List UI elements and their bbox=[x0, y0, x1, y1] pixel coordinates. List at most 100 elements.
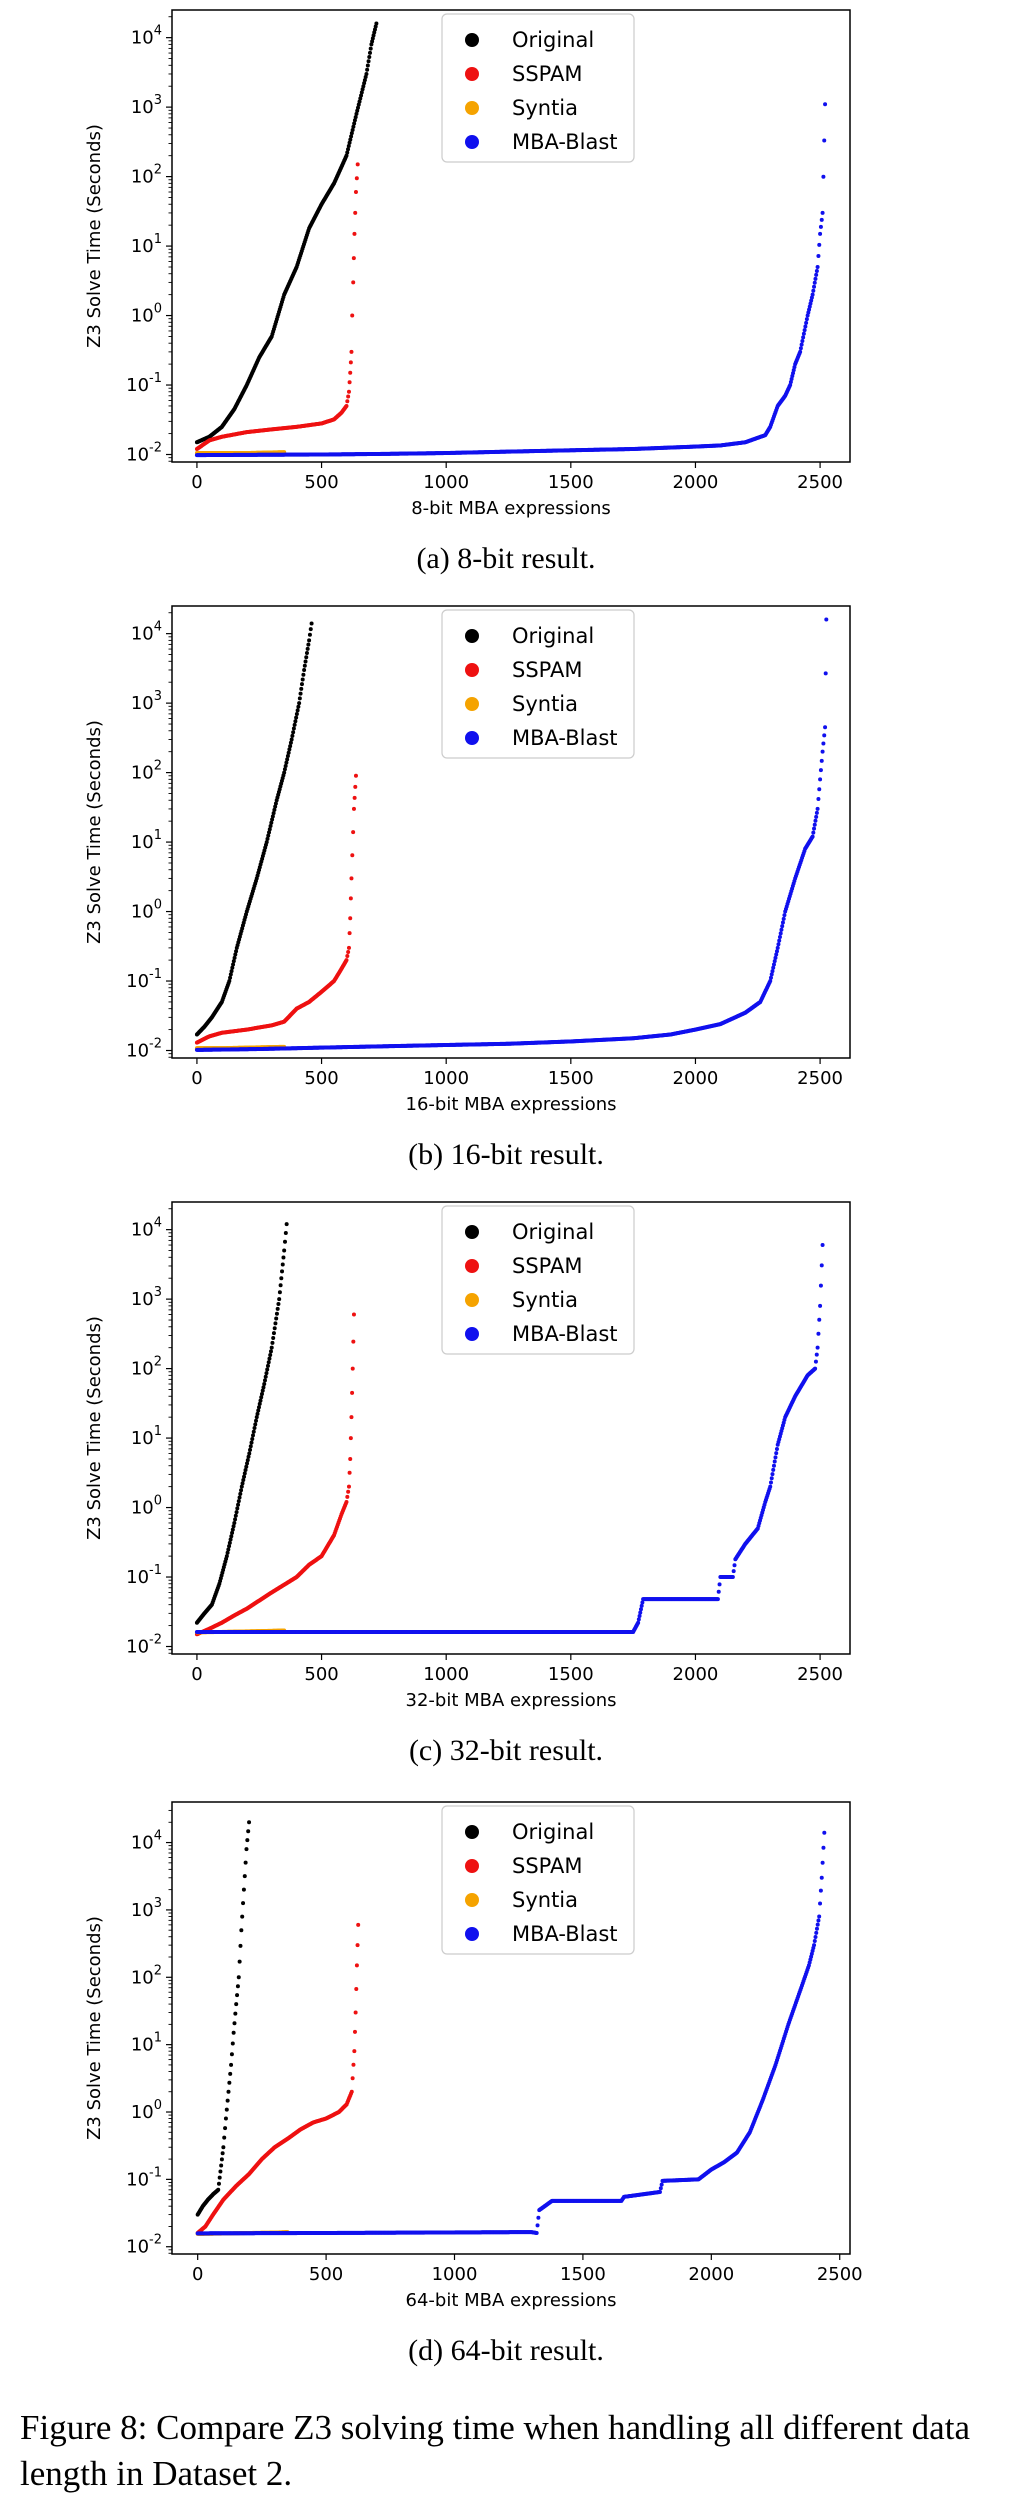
data-point bbox=[348, 916, 353, 921]
data-point bbox=[247, 1451, 252, 1456]
data-point bbox=[267, 830, 272, 835]
legend-label-mba-blast: MBA-Blast bbox=[512, 1322, 618, 1346]
data-point bbox=[798, 346, 803, 351]
data-point bbox=[244, 1464, 249, 1469]
data-point bbox=[346, 1484, 351, 1489]
data-point bbox=[777, 934, 782, 939]
legend-marker-sspam bbox=[465, 67, 479, 81]
data-point bbox=[262, 1382, 267, 1387]
data-point bbox=[346, 394, 351, 399]
data-point bbox=[345, 150, 350, 155]
data-point bbox=[297, 696, 302, 701]
data-point bbox=[771, 1463, 776, 1468]
data-point bbox=[349, 1415, 354, 1420]
data-point bbox=[355, 108, 360, 113]
data-point bbox=[283, 1239, 287, 1244]
data-point bbox=[236, 1975, 241, 1980]
data-point bbox=[228, 975, 233, 980]
data-point bbox=[226, 2089, 231, 2094]
series-original bbox=[194, 621, 314, 1037]
y-tick-label: 102 bbox=[131, 1963, 162, 1988]
data-point bbox=[355, 162, 360, 167]
data-point bbox=[267, 1356, 272, 1361]
data-point bbox=[812, 284, 817, 289]
legend-box bbox=[441, 1205, 635, 1355]
data-point bbox=[242, 1874, 247, 1879]
data-point bbox=[822, 733, 827, 738]
data-point bbox=[780, 920, 785, 925]
data-point bbox=[258, 1398, 263, 1403]
data-point bbox=[284, 1222, 289, 1227]
data-point bbox=[345, 399, 350, 404]
data-point bbox=[636, 1620, 641, 1625]
data-point bbox=[221, 2145, 226, 2150]
data-point bbox=[227, 1540, 232, 1545]
x-tick-label: 2500 bbox=[817, 2264, 863, 2285]
x-tick-label: 1000 bbox=[423, 1068, 469, 1089]
chart-svg-8bit: 0 500 1000 1500 2000 250010-210-1100101102103… bbox=[84, 9, 851, 519]
data-point bbox=[231, 1524, 236, 1529]
data-point bbox=[788, 383, 793, 388]
data-point bbox=[233, 1513, 238, 1518]
data-point bbox=[273, 1321, 278, 1326]
y-tick-label: 10-1 bbox=[126, 967, 162, 992]
data-point bbox=[349, 2089, 354, 2094]
data-point bbox=[223, 2116, 228, 2121]
x-tick-label: 2500 bbox=[797, 1664, 843, 1685]
data-point bbox=[774, 949, 779, 954]
data-point bbox=[823, 671, 828, 676]
data-point bbox=[228, 2071, 233, 2076]
data-point bbox=[243, 1468, 248, 1473]
data-point bbox=[227, 2080, 232, 2085]
data-point bbox=[818, 768, 823, 773]
data-point bbox=[799, 342, 804, 347]
legend-marker-original bbox=[465, 33, 479, 47]
x-tick-label: 2500 bbox=[797, 1068, 843, 1089]
legend-label-sspam: SSPAM bbox=[512, 1254, 582, 1278]
data-point bbox=[296, 704, 301, 709]
data-point bbox=[348, 1436, 353, 1441]
data-point bbox=[352, 118, 357, 123]
data-point bbox=[347, 380, 352, 385]
data-point bbox=[814, 810, 819, 815]
data-point bbox=[774, 1446, 779, 1451]
chart-caption-32bit: (c) 32-bit result. bbox=[408, 1734, 604, 1767]
data-point bbox=[356, 102, 361, 107]
data-point bbox=[353, 190, 358, 195]
data-point bbox=[300, 677, 305, 682]
data-point bbox=[367, 50, 372, 55]
data-point bbox=[791, 371, 796, 376]
y-tick-label: 100 bbox=[131, 302, 162, 327]
y-tick-label: 10-2 bbox=[126, 1633, 162, 1658]
data-point bbox=[816, 253, 821, 258]
y-tick-label: 104 bbox=[131, 1829, 162, 1854]
data-point bbox=[283, 763, 288, 768]
data-point bbox=[354, 176, 359, 181]
data-point bbox=[819, 758, 824, 763]
series-original bbox=[194, 21, 379, 445]
data-point bbox=[298, 691, 303, 696]
data-point bbox=[346, 144, 351, 149]
legend-marker-syntia bbox=[465, 101, 479, 115]
x-tick-label: 500 bbox=[304, 1068, 338, 1089]
data-point bbox=[637, 1613, 642, 1618]
series-original bbox=[194, 1222, 289, 1625]
data-point bbox=[351, 1339, 356, 1344]
data-point bbox=[771, 1467, 776, 1472]
data-point bbox=[238, 1491, 243, 1496]
data-point bbox=[769, 1476, 774, 1481]
data-point bbox=[807, 304, 812, 309]
data-point bbox=[639, 1603, 644, 1608]
data-point bbox=[230, 2041, 235, 2046]
data-point bbox=[353, 115, 358, 120]
data-point bbox=[279, 1276, 284, 1281]
data-point bbox=[346, 945, 351, 950]
x-tick-label: 2000 bbox=[673, 472, 719, 493]
x-tick-label: 2000 bbox=[688, 2264, 734, 2285]
legend-label-original: Original bbox=[512, 28, 594, 52]
data-point bbox=[818, 231, 823, 236]
data-point bbox=[353, 210, 358, 215]
data-point bbox=[804, 320, 809, 325]
data-point bbox=[363, 75, 368, 80]
